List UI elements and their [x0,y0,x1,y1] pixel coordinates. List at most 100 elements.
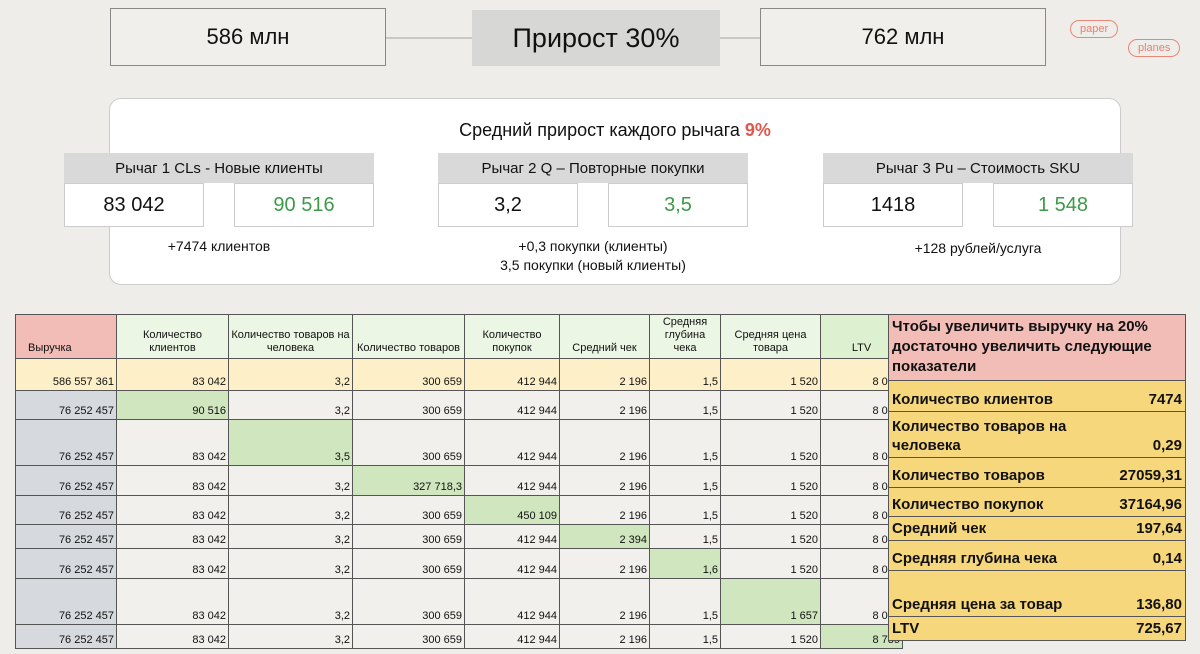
table-cell: 412 944 [464,390,560,420]
table-cell: 1 520 [720,390,821,420]
lever-3-header: Рычаг 3 Pu – Стоимость SKU [823,153,1133,183]
lever-1-note-line1: +7474 клиентов [167,238,271,254]
table-cell: 1 520 [720,419,821,466]
summary-label: Количество покупок [892,496,1044,513]
table-cell: 412 944 [464,548,560,579]
table-cell: 300 659 [352,419,465,466]
summary-value: 0,29 [1152,437,1182,454]
levers-title-text: Средний прирост каждого рычага [459,120,740,140]
table-cell: 1,5 [649,624,721,649]
summary-row: Количество товаров на человека 0,29 [888,412,1186,458]
table-cell: 412 944 [464,624,560,649]
col-header: Средняя глубина чека [649,314,721,359]
levers-panel: Средний прирост каждого рычага 9% Рычаг … [64,98,1133,285]
table-cell: 586 557 361 [15,358,117,391]
flow-arrow-line [720,37,786,39]
summary-row: Количество клиентов 7474 [888,381,1186,412]
table-cell: 76 252 457 [15,390,117,420]
table-cell: 3,5 [228,419,353,466]
scenario-table: Выручка Количество клиентов Количество т… [15,314,903,649]
revenue-before-box: 586 млн [110,8,386,66]
growth-box: Прирост 30% [472,10,720,66]
table-cell: 300 659 [352,495,465,525]
table-cell: 300 659 [352,390,465,420]
col-header: Количество клиентов [116,314,229,359]
table-cell: 76 252 457 [15,495,117,525]
col-header: Количество покупок [464,314,560,359]
summary-row: Количество товаров 27059,31 [888,458,1186,488]
table-cell: 2 196 [559,624,650,649]
summary-value: 37164,96 [1119,496,1182,513]
summary-label: Количество товаров на человека [892,418,1067,454]
table-cell: 1,5 [649,358,721,391]
growth-label: Прирост 30% [512,22,680,53]
table-row: 586 557 361 83 042 3,2 300 659 412 944 2 196 1… [15,358,903,391]
table-row: 76 252 457 83 042 3,5 300 659 412 944 2 196 1,… [15,419,903,466]
col-header: Количество товаров на человека [228,314,353,359]
summary-label: Средняя глубина чека [892,550,1058,567]
table-cell: 2 196 [559,465,650,496]
table-cell: 3,2 [228,465,353,496]
lever-3-current: 1418 [823,183,963,227]
table-cell: 1,5 [649,524,721,549]
summary-label: Количество клиентов [892,391,1053,408]
lever-2-target: 3,5 [608,183,748,227]
table-cell: 450 109 [464,495,560,525]
table-cell: 83 042 [116,578,229,625]
table-cell: 83 042 [116,624,229,649]
table-cell: 83 042 [116,524,229,549]
summary-value: 0,14 [1152,550,1182,567]
table-cell: 412 944 [464,578,560,625]
lever-1-current: 83 042 [64,183,204,227]
table-row: 76 252 457 83 042 3,2 327 718,3 412 944 2 196… [15,465,903,496]
lever-2-note: +0,3 покупки (клиенты) 3,5 покупки (новы… [438,237,748,275]
lever-3-note-line1: +128 рублей/услуга [914,240,1042,256]
summary-value: 7474 [1148,391,1182,408]
table-row: 76 252 457 90 516 3,2 300 659 412 944 2 196 1,… [15,390,903,420]
logo-word-planes: planes [1128,39,1181,57]
table-cell: 1 520 [720,495,821,525]
table-row: 76 252 457 83 042 3,2 300 659 412 944 2 196 1,… [15,548,903,579]
table-cell: 2 196 [559,578,650,625]
lever-2-note-line2: 3,5 покупки (новый клиенты) [500,257,686,273]
flow-arrow-line [386,37,472,39]
logo-word-paper: paper [1070,20,1119,38]
table-cell: 3,2 [228,524,353,549]
levers-title-percent: 9% [744,120,771,140]
lever-2-current: 3,2 [438,183,578,227]
table-cell: 3,2 [228,578,353,625]
revenue-after-box: 762 млн [760,8,1046,66]
table-cell: 300 659 [352,624,465,649]
table-cell: 83 042 [116,465,229,496]
revenue-after-value: 762 млн [861,24,945,49]
table-cell: 412 944 [464,465,560,496]
table-cell: 300 659 [352,524,465,549]
table-cell: 1 520 [720,524,821,549]
table-cell: 76 252 457 [15,578,117,625]
lever-1-note: +7474 клиентов [64,237,374,256]
table-cell: 76 252 457 [15,624,117,649]
table-cell: 1 657 [720,578,821,625]
col-header: Выручка [15,314,117,359]
col-header: Средний чек [559,314,650,359]
table-cell: 1 520 [720,465,821,496]
summary-panel: Чтобы увеличить выручку на 20% достаточн… [888,314,1186,641]
col-header: Средняя цена товара [720,314,821,359]
table-row: 76 252 457 83 042 3,2 300 659 412 944 2 196 1,… [15,624,903,649]
table-cell: 2 196 [559,495,650,525]
table-cell: 90 516 [116,390,229,420]
summary-value: 197,64 [1136,520,1182,537]
table-cell: 3,2 [228,624,353,649]
table-cell: 2 196 [559,548,650,579]
table-cell: 76 252 457 [15,548,117,579]
lever-2-header: Рычаг 2 Q – Повторные покупки [438,153,748,183]
table-cell: 2 196 [559,419,650,466]
table-cell: 1 520 [720,624,821,649]
table-cell: 83 042 [116,548,229,579]
table-cell: 3,2 [228,548,353,579]
table-cell: 300 659 [352,548,465,579]
levers-title: Средний прирост каждого рычага 9% [110,120,1120,141]
summary-row: Количество покупок 37164,96 [888,488,1186,517]
table-cell: 2 196 [559,390,650,420]
table-cell: 83 042 [116,419,229,466]
